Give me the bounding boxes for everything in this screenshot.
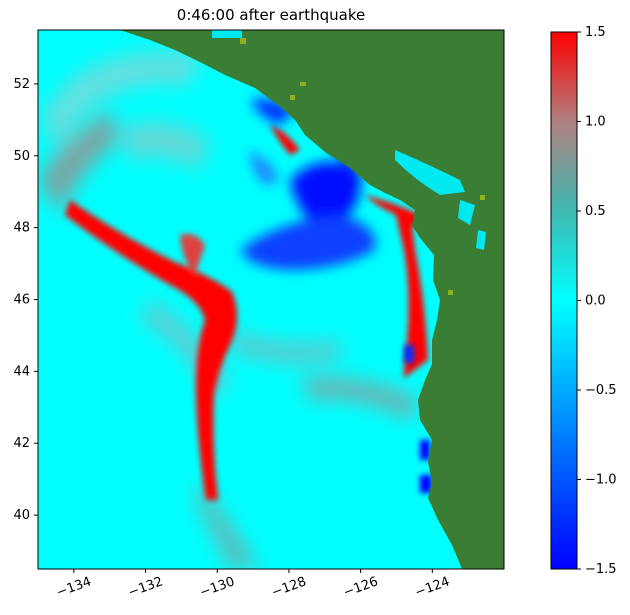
x-axis-ticks: −134 −132 −130 −128 −126 −124 <box>55 569 452 601</box>
y-tick-label: 50 <box>13 149 30 164</box>
y-tick-label: 40 <box>13 508 30 523</box>
y-tick-label: 42 <box>13 436 30 451</box>
plot-title: 0:46:00 after earthquake <box>176 6 366 24</box>
y-tick-label: 48 <box>13 221 30 236</box>
x-tick-label: −132 <box>126 574 165 600</box>
inland-water <box>212 30 486 250</box>
x-tick-label: −134 <box>55 574 94 600</box>
x-tick-label: −128 <box>270 574 309 600</box>
map-panel <box>38 30 504 569</box>
y-tick-label: 52 <box>13 77 30 92</box>
colorbar-tick-label: 1.5 <box>585 25 606 40</box>
colorbar-tick-label: −1.5 <box>585 562 617 577</box>
x-tick-label: −124 <box>413 574 452 600</box>
y-tick-label: 46 <box>13 293 30 308</box>
positive-wave-crest <box>65 125 440 500</box>
colorbar-tick-label: −1.0 <box>585 473 617 488</box>
colorbar-ticks: 1.5 1.0 0.5 0.0 −0.5 −1.0 −1.5 <box>577 25 617 577</box>
colorbar-gradient <box>551 32 577 569</box>
x-tick-label: −130 <box>198 574 237 600</box>
colorbar-tick-label: 0.5 <box>585 204 606 219</box>
y-tick-label: 44 <box>13 364 30 379</box>
colorbar: 1.5 1.0 0.5 0.0 −0.5 −1.0 −1.5 <box>550 25 617 577</box>
y-axis-ticks: 40 42 44 46 48 50 52 <box>13 77 38 523</box>
negative-wave-trough <box>240 98 376 270</box>
x-tick-label: −126 <box>341 574 380 600</box>
colorbar-tick-label: 1.0 <box>585 115 606 130</box>
colorbar-tick-label: 0.0 <box>585 294 606 309</box>
colorbar-tick-label: −0.5 <box>585 383 617 398</box>
